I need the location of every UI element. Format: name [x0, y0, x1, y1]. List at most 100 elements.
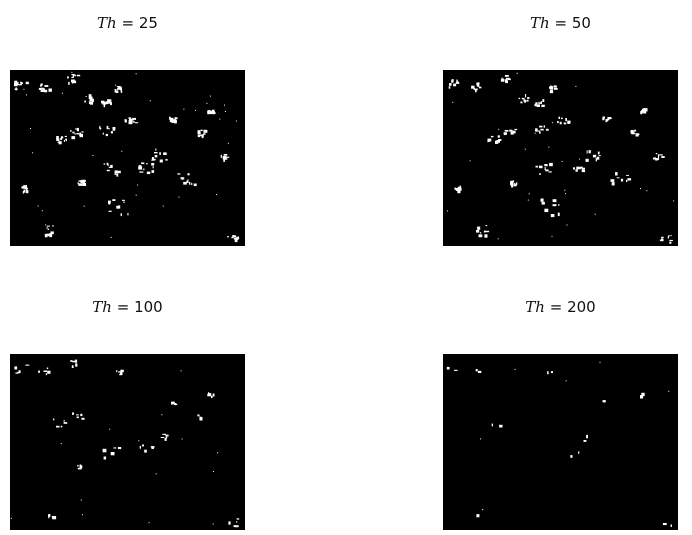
noise-pixel	[452, 101, 454, 103]
mask-pixel	[114, 89, 116, 91]
mask-pixel	[227, 236, 229, 238]
mask-pixel	[535, 128, 538, 132]
caption-variable: Th	[97, 14, 117, 32]
mask-pixel	[607, 117, 612, 120]
mask-pixel	[106, 125, 109, 130]
mask-pixel	[82, 183, 87, 186]
noise-pixel	[92, 154, 94, 156]
mask-pixel	[659, 154, 663, 156]
mask-pixel	[538, 101, 540, 105]
mask-pixel	[197, 130, 201, 133]
mask-pixel	[25, 81, 29, 85]
mask-pixel	[577, 166, 582, 170]
mask-pixel	[116, 90, 119, 93]
mask-pixel	[103, 456, 107, 460]
mask-pixel	[223, 156, 225, 158]
mask-pixel	[63, 422, 68, 424]
mask-pixel	[558, 116, 560, 119]
mask-pixel	[64, 135, 67, 137]
mask-pixel	[151, 170, 155, 173]
mask-pixel	[233, 525, 237, 528]
mask-pixel	[72, 412, 74, 415]
mask-pixel	[89, 97, 93, 101]
noise-pixel	[480, 438, 482, 440]
mask-pixel	[132, 121, 135, 123]
noise-pixel	[668, 390, 670, 392]
mask-pixel	[56, 138, 60, 141]
mask-pixel	[544, 164, 548, 167]
noise-pixel	[161, 414, 163, 416]
mask-pixel	[550, 86, 554, 89]
threshold-image	[443, 70, 678, 246]
mask-pixel	[545, 128, 549, 131]
mask-pixel	[175, 403, 177, 406]
mask-pixel	[75, 359, 78, 363]
noise-pixel	[640, 188, 641, 190]
caption-variable: Th	[530, 14, 550, 32]
mask-pixel	[71, 136, 76, 140]
mask-pixel	[144, 449, 147, 453]
noise-pixel	[561, 160, 563, 162]
mask-pixel	[78, 183, 83, 186]
caption-relation: =	[554, 14, 568, 32]
mask-pixel	[70, 130, 72, 132]
mask-pixel	[583, 440, 587, 442]
mask-pixel	[655, 158, 658, 161]
mask-pixel	[14, 366, 18, 370]
mask-pixel	[74, 133, 76, 135]
noise-pixel	[10, 517, 12, 519]
noise-pixel	[594, 213, 596, 215]
mask-pixel	[212, 109, 215, 112]
panel-caption: Th = 200	[443, 298, 678, 316]
mask-pixel	[170, 117, 174, 121]
mask-pixel	[523, 99, 526, 102]
mask-pixel	[116, 205, 120, 209]
mask-pixel	[141, 444, 144, 447]
noise-pixel	[60, 443, 62, 445]
mask-pixel	[661, 156, 665, 158]
noise-pixel	[109, 428, 111, 430]
noise-pixel	[45, 224, 47, 226]
mask-pixel	[580, 166, 583, 169]
mask-pixel	[65, 138, 67, 142]
mask-pixel	[46, 367, 49, 369]
panel-caption: Th = 50	[443, 14, 678, 32]
noise-pixel	[599, 361, 601, 363]
caption-variable: Th	[525, 298, 545, 316]
mask-pixel	[117, 447, 122, 450]
mask-pixel	[120, 371, 123, 375]
mask-pixel	[79, 180, 82, 183]
mask-pixel	[46, 227, 48, 229]
mask-pixel	[106, 162, 109, 165]
mask-pixel	[455, 188, 460, 191]
mask-pixel	[103, 163, 106, 165]
mask-pixel	[643, 108, 646, 110]
mask-pixel	[72, 74, 74, 78]
noise-pixel	[212, 471, 214, 472]
mask-pixel	[616, 177, 620, 179]
mask-pixel	[44, 89, 48, 93]
mask-pixel	[114, 170, 118, 174]
mask-pixel	[45, 233, 47, 237]
mask-pixel	[124, 119, 127, 122]
mask-pixel	[513, 184, 517, 187]
mask-pixel	[75, 363, 78, 367]
mask-pixel	[544, 167, 546, 171]
mask-pixel	[77, 464, 79, 467]
mask-pixel	[56, 136, 59, 140]
mask-pixel	[127, 212, 129, 216]
mask-pixel	[113, 447, 117, 449]
mask-pixel	[102, 132, 104, 135]
mask-pixel	[561, 117, 563, 120]
mask-pixel	[542, 99, 545, 102]
mask-pixel	[103, 104, 106, 108]
mask-pixel	[107, 164, 109, 166]
mask-pixel	[79, 464, 82, 468]
mask-pixel	[233, 237, 238, 240]
mask-pixel	[485, 225, 488, 227]
mask-pixel	[507, 78, 511, 81]
mask-pixel	[56, 425, 60, 428]
mask-pixel	[117, 88, 119, 91]
threshold-mask	[446, 361, 672, 527]
noise-pixel	[32, 152, 34, 154]
